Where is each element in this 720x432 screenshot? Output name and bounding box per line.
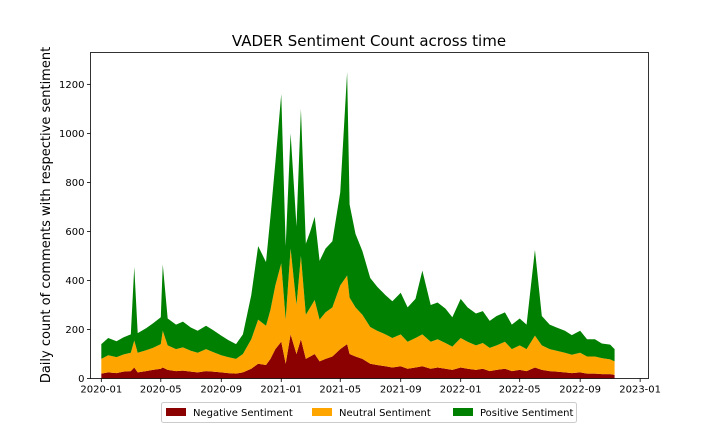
legend-frame — [161, 402, 577, 423]
area-negative-sentiment — [101, 334, 615, 379]
y-axis: 0 200 400 600 800 1000 1200 — [59, 80, 91, 385]
x-tick-label: 2020-05 — [140, 385, 182, 396]
plot-frame — [90, 52, 649, 379]
chart-title: VADER Sentiment Count across time — [232, 32, 506, 50]
y-tick-label: 0 — [78, 374, 84, 385]
x-tick-label: 2020-01 — [80, 385, 122, 396]
y-tick-label: 1200 — [59, 80, 84, 91]
x-tick-label: 2021-09 — [380, 385, 422, 396]
y-tick-label: 400 — [65, 276, 84, 287]
y-axis-label: Daily count of comments with respective … — [39, 47, 54, 383]
area-positive-sentiment — [101, 72, 615, 362]
legend-swatch — [166, 408, 186, 416]
legend-swatch — [453, 408, 473, 416]
area-neutral-sentiment — [101, 248, 615, 375]
x-tick-label: 2022-05 — [499, 385, 541, 396]
y-tick-label: 1000 — [59, 129, 84, 140]
x-tick-label: 2020-09 — [200, 385, 242, 396]
y-tick-label: 200 — [65, 325, 84, 336]
x-tick-label: 2022-01 — [440, 385, 482, 396]
legend-swatch — [312, 408, 332, 416]
x-tick-label: 2021-01 — [260, 385, 302, 396]
legend-label: Negative Sentiment — [193, 408, 293, 419]
y-tick-label: 800 — [65, 178, 84, 189]
x-axis: 2020-01 2020-05 2020-09 2021-01 2021-05 2021-… — [80, 378, 661, 396]
x-tick-label: 2022-09 — [559, 385, 601, 396]
y-tick-label: 600 — [65, 227, 84, 238]
x-tick-label: 2023-01 — [619, 385, 661, 396]
area-layers — [101, 72, 615, 379]
legend-label: Neutral Sentiment — [339, 408, 431, 419]
x-tick-label: 2021-05 — [319, 385, 361, 396]
legend-label: Positive Sentiment — [480, 408, 573, 419]
legend: Negative Sentiment Neutral Sentiment Posit… — [161, 402, 577, 423]
